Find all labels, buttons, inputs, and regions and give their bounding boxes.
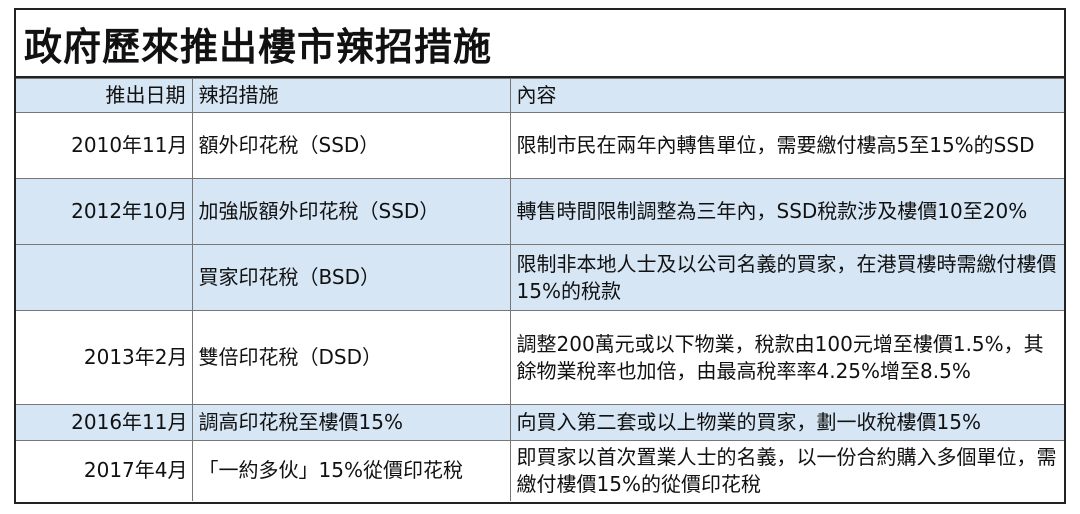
row-content: 調整200萬元或以下物業，稅款由100元增至樓價1.5%，其餘物業稅率也加倍，由…: [509, 310, 1064, 405]
row-content: 向買入第二套或以上物業的買家，劃一收稅樓價15%: [509, 404, 1064, 441]
row-measure: 雙倍印花稅（DSD）: [191, 310, 511, 405]
row-content: 限制市民在兩年內轉售單位，需要繳付樓高5至15%的SSD: [509, 112, 1064, 179]
row-content: 轉售時間限制調整為三年內，SSD稅款涉及樓價10至20%: [509, 178, 1064, 245]
row-measure: 額外印花稅（SSD）: [191, 112, 511, 179]
row-measure: 「一約多伙」15%從價印花稅: [191, 440, 511, 501]
row-date: 2017年4月: [16, 440, 193, 501]
table-row: 2010年11月 額外印花稅（SSD） 限制市民在兩年內轉售單位，需要繳付樓高5…: [16, 112, 1064, 179]
row-date: [16, 244, 193, 311]
row-date: 2012年10月: [16, 178, 193, 245]
table-header-row: 推出日期 辣招措施 內容: [16, 78, 1064, 113]
row-content: 即買家以首次置業人士的名義，以一份合約購入多個單位，需繳付樓價15%的從價印花稅: [509, 440, 1064, 501]
page-title: 政府歷來推出樓市辣招措施: [16, 10, 1064, 78]
row-measure: 加強版額外印花稅（SSD）: [191, 178, 511, 245]
row-date: 2016年11月: [16, 404, 193, 441]
header-content: 內容: [509, 78, 1064, 113]
table-row: 買家印花稅（BSD） 限制非本地人士及以公司名義的買家，在港買樓時需繳付樓價15…: [16, 244, 1064, 311]
measures-table-frame: 政府歷來推出樓市辣招措施 推出日期 辣招措施 內容 2010年11月 額外印花稅…: [14, 8, 1066, 504]
row-date: 2010年11月: [16, 112, 193, 179]
measures-table: 推出日期 辣招措施 內容 2010年11月 額外印花稅（SSD） 限制市民在兩年…: [16, 78, 1064, 501]
table-row: 2012年10月 加強版額外印花稅（SSD） 轉售時間限制調整為三年內，SSD稅…: [16, 178, 1064, 245]
table-row: 2016年11月 調高印花稅至樓價15% 向買入第二套或以上物業的買家，劃一收稅…: [16, 404, 1064, 441]
row-measure: 調高印花稅至樓價15%: [191, 404, 511, 441]
row-measure: 買家印花稅（BSD）: [191, 244, 511, 311]
table-row: 2013年2月 雙倍印花稅（DSD） 調整200萬元或以下物業，稅款由100元增…: [16, 310, 1064, 405]
header-date: 推出日期: [16, 78, 193, 113]
row-date: 2013年2月: [16, 310, 193, 405]
table-row: 2017年4月 「一約多伙」15%從價印花稅 即買家以首次置業人士的名義，以一份…: [16, 440, 1064, 501]
row-content: 限制非本地人士及以公司名義的買家，在港買樓時需繳付樓價15%的稅款: [509, 244, 1064, 311]
header-measure: 辣招措施: [191, 78, 511, 113]
